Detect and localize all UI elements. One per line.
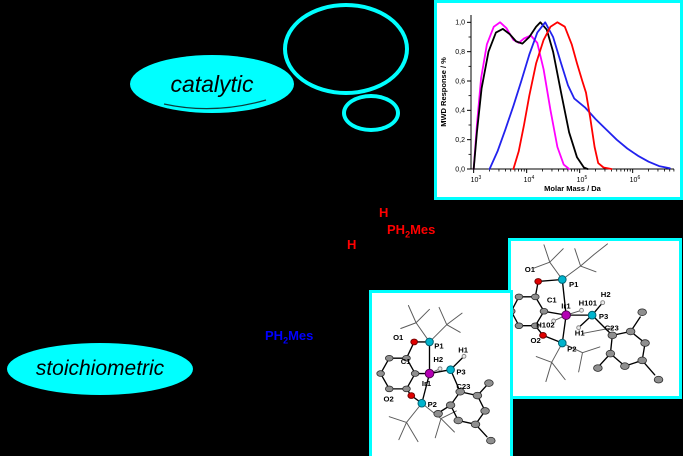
oxygen-atom bbox=[407, 392, 416, 399]
phosphine-red-pre: PH bbox=[387, 222, 406, 237]
atom-label-o2: O2 bbox=[530, 336, 540, 345]
iridium-atom bbox=[424, 368, 435, 379]
y-axis-label: MWD Response / % bbox=[439, 57, 448, 127]
atom-label-c23: C23 bbox=[605, 324, 619, 333]
atom-label-o1: O1 bbox=[393, 333, 404, 342]
atom-label-p3: P3 bbox=[599, 312, 608, 321]
atom-label-c1: C1 bbox=[547, 296, 558, 305]
thought-bubble-large bbox=[283, 3, 409, 95]
curve-red bbox=[512, 21, 613, 170]
svg-text:0,0: 0,0 bbox=[455, 166, 465, 173]
svg-text:104: 104 bbox=[524, 175, 535, 184]
svg-text:1,0: 1,0 bbox=[455, 20, 465, 27]
atom-label-ir1: Ir1 bbox=[422, 379, 432, 388]
curve-black bbox=[472, 21, 589, 170]
atom-label-h1: H1 bbox=[575, 328, 586, 337]
atom-label-p3: P3 bbox=[456, 368, 465, 377]
ortep-structure-front: O1 P1 C1 H2 Ir1 H1 P3 C23 O2 P2 bbox=[376, 305, 496, 445]
atom-label-h102: H102 bbox=[536, 321, 554, 330]
catalytic-label: catalytic bbox=[170, 70, 254, 97]
atom-label-p2: P2 bbox=[567, 345, 576, 354]
svg-text:0,4: 0,4 bbox=[455, 108, 465, 115]
thought-bubble-small bbox=[342, 94, 400, 132]
phosphorus-atom bbox=[587, 310, 597, 320]
phosphorus-atom bbox=[425, 337, 434, 347]
bubble-smile-arc bbox=[163, 99, 267, 110]
xray-structure-back-panel: O1 P1 C1 Ir1 H101 H2 H102 H1 P3 C23 O2 P… bbox=[508, 238, 682, 399]
svg-text:0,2: 0,2 bbox=[455, 137, 465, 144]
xray-structure-front-panel: O1 P1 C1 H2 Ir1 H1 P3 C23 O2 P2 bbox=[369, 290, 513, 456]
phosphine-red-post: Mes bbox=[410, 222, 436, 237]
ortep-structure-back: O1 P1 C1 Ir1 H101 H2 H102 H1 P3 C23 O2 P… bbox=[511, 243, 664, 384]
phosphine-blue-sub: 2 bbox=[283, 335, 289, 346]
atom-label-h101: H101 bbox=[579, 299, 598, 308]
iridium-atom bbox=[561, 310, 571, 320]
atom-label-p1: P1 bbox=[434, 342, 444, 351]
x-axis-label: Molar Mass / Da bbox=[544, 184, 602, 193]
atom-label-h1: H1 bbox=[458, 345, 469, 354]
stoichiometric-bubble: stoichiometric bbox=[7, 343, 193, 395]
phosphorus-atom bbox=[557, 338, 567, 348]
atom-label-c23: C23 bbox=[456, 382, 470, 391]
phosphorus-atom bbox=[417, 398, 427, 408]
atom-label-o2: O2 bbox=[384, 394, 394, 403]
atom-label-h2: H2 bbox=[601, 290, 611, 299]
oxygen-atom bbox=[534, 278, 543, 285]
phosphine-blue-post: Mes bbox=[288, 328, 314, 343]
svg-text:106: 106 bbox=[630, 175, 641, 184]
catalytic-bubble: catalytic bbox=[130, 55, 294, 113]
svg-text:105: 105 bbox=[577, 175, 588, 184]
atom-label-c1: C1 bbox=[401, 357, 412, 366]
phosphorus-atom bbox=[557, 275, 567, 284]
phosphine-label-red: PH2Mes bbox=[387, 223, 435, 240]
atom-label-ir1: Ir1 bbox=[561, 301, 571, 310]
mwd-chart: 0,0 0,2 0,4 0,6 0,8 1,0 103 104 105 106 MWD Respon… bbox=[439, 15, 675, 193]
atom-label-p2: P2 bbox=[428, 400, 437, 409]
atom-label-p1: P1 bbox=[569, 280, 579, 289]
curve-blue bbox=[488, 21, 671, 170]
stoichiometric-label: stoichiometric bbox=[35, 357, 165, 380]
svg-text:0,6: 0,6 bbox=[455, 78, 465, 85]
svg-text:0,8: 0,8 bbox=[455, 49, 465, 56]
hydride-label-left: H bbox=[347, 237, 357, 252]
atom-label-o1: O1 bbox=[525, 265, 536, 274]
phosphine-blue-pre: PH bbox=[265, 328, 284, 343]
phosphine-red-sub: 2 bbox=[405, 229, 411, 240]
atom-label-h2: H2 bbox=[433, 355, 443, 364]
svg-text:103: 103 bbox=[471, 175, 482, 184]
hydride-label-top: H bbox=[379, 205, 389, 220]
oxygen-atom bbox=[410, 338, 418, 346]
phosphine-label-blue: PH2Mes bbox=[265, 329, 313, 346]
mwd-chart-panel: 0,0 0,2 0,4 0,6 0,8 1,0 103 104 105 106 MWD Respon… bbox=[434, 0, 683, 200]
phosphorus-atom bbox=[446, 365, 455, 375]
oxygen-atom bbox=[539, 331, 547, 339]
